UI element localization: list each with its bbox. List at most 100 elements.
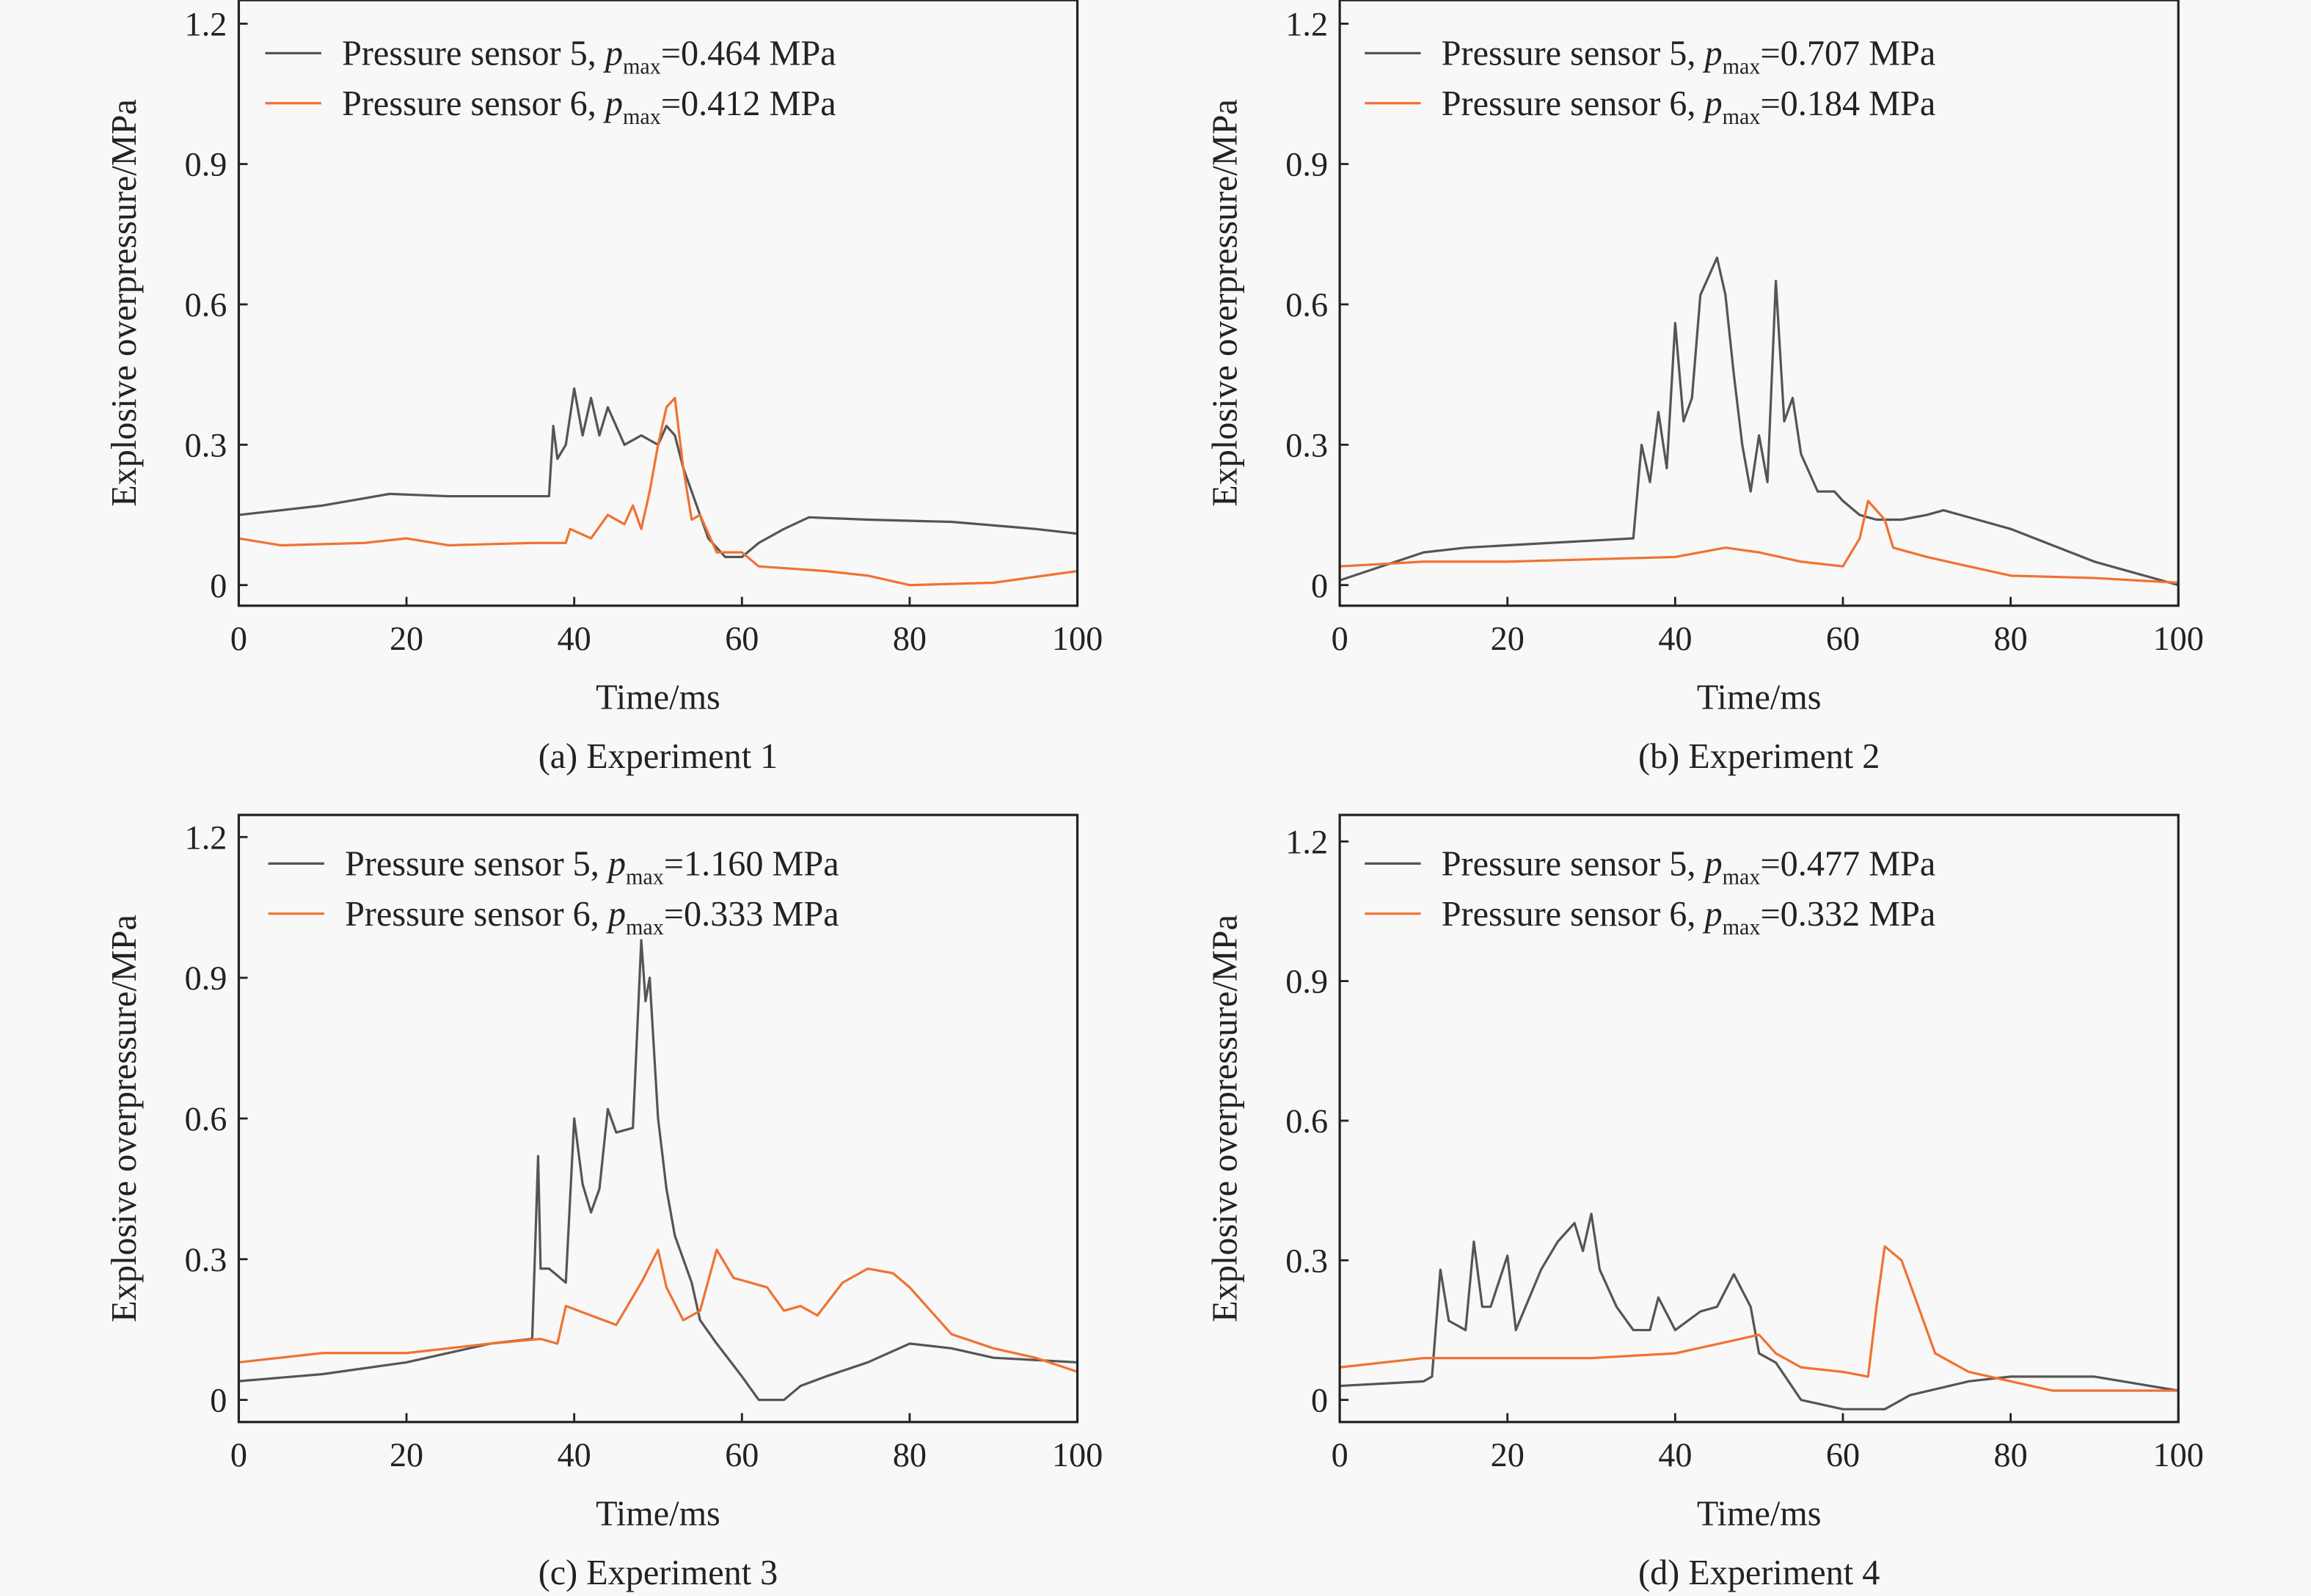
- legend-label-sensor-5: Pressure sensor 5, pmax=0.477 MPa: [1442, 844, 1936, 889]
- x-tick-label: 100: [1052, 620, 1103, 657]
- panel-caption: (d) Experiment 4: [1638, 1553, 1880, 1592]
- x-axis-label: Time/ms: [596, 678, 720, 717]
- series-line-sensor-5: [238, 387, 1078, 558]
- series-line-sensor-6: [238, 1248, 1078, 1373]
- legend-value: =0.333 MPa: [664, 895, 839, 934]
- legend-name: Pressure sensor 5,: [1442, 844, 1705, 883]
- x-tick-label: 0: [230, 1436, 247, 1474]
- y-axis-label: Explosive overpressure/MPa: [1205, 99, 1244, 507]
- chart-panel-2: 0 20 40 60 80 100 0 0.3 0.6 0.9 1.2 Time/ms Explosiv…: [1205, 0, 2204, 776]
- x-tick-label: 60: [725, 620, 759, 657]
- y-tick-label: 1.2: [185, 5, 227, 43]
- legend-label-sensor-6: Pressure sensor 6, pmax=0.184 MPa: [1442, 84, 1936, 129]
- y-tick-label: 0.3: [185, 426, 227, 464]
- x-tick-label: 60: [725, 1436, 759, 1474]
- y-tick-label: 0.9: [1285, 146, 1328, 183]
- y-tick-label: 0.9: [185, 959, 227, 997]
- x-tick-label: 0: [1332, 1436, 1348, 1474]
- legend-label-sensor-6: Pressure sensor 6, pmax=0.332 MPa: [1442, 895, 1936, 940]
- legend-name: Pressure sensor 5,: [1442, 34, 1705, 73]
- panel-caption: (b) Experiment 2: [1638, 737, 1880, 776]
- series-line-sensor-5: [1340, 1212, 2179, 1410]
- y-tick-label: 0.3: [185, 1241, 227, 1278]
- legend-subscript: max: [1723, 54, 1761, 79]
- y-tick-label: 0: [1311, 1382, 1328, 1419]
- x-tick-label: 0: [1332, 620, 1348, 657]
- y-tick-label: 0: [210, 567, 227, 604]
- y-tick-label: 0: [1311, 567, 1328, 604]
- legend-label-sensor-5: Pressure sensor 5, pmax=0.464 MPa: [342, 34, 836, 79]
- legend-value: =1.160 MPa: [664, 844, 839, 883]
- y-tick-label: 1.2: [185, 819, 227, 856]
- legend-value: =0.332 MPa: [1761, 895, 1936, 934]
- x-axis-label: Time/ms: [1697, 1494, 1822, 1533]
- y-tick-label: 0.3: [1285, 1242, 1328, 1279]
- legend-name: Pressure sensor 5,: [345, 844, 608, 883]
- x-tick-label: 40: [1658, 1436, 1692, 1474]
- x-tick-label: 100: [1052, 1436, 1103, 1474]
- legend-value: =0.184 MPa: [1761, 84, 1936, 123]
- x-tick-label: 40: [558, 620, 591, 657]
- y-axis-label: Explosive overpressure/MPa: [1205, 915, 1244, 1322]
- legend-value: =0.464 MPa: [661, 34, 836, 73]
- y-axis-label: Explosive overpressure/MPa: [105, 915, 144, 1322]
- x-tick-label: 100: [2153, 1436, 2204, 1474]
- legend-symbol: p: [606, 844, 626, 883]
- y-tick-label: 0.6: [185, 286, 227, 323]
- series-line-sensor-6: [238, 396, 1078, 587]
- x-tick-label: 80: [1993, 1436, 2027, 1474]
- x-tick-label: 20: [390, 1436, 423, 1474]
- legend-symbol: p: [1703, 84, 1723, 123]
- x-axis-label: Time/ms: [1697, 678, 1822, 717]
- legend-subscript: max: [626, 865, 664, 890]
- x-tick-label: 20: [1491, 1436, 1525, 1474]
- legend-name: Pressure sensor 6,: [1442, 895, 1705, 934]
- legend-subscript: max: [1723, 865, 1761, 890]
- series-line-sensor-6: [1339, 1245, 2179, 1392]
- y-tick-label: 0.9: [185, 146, 227, 183]
- legend-symbol: p: [603, 34, 623, 73]
- legend-name: Pressure sensor 6,: [342, 84, 605, 123]
- legend-symbol: p: [1703, 895, 1723, 934]
- legend-label-sensor-6: Pressure sensor 6, pmax=0.333 MPa: [345, 895, 839, 940]
- legend-name: Pressure sensor 5,: [342, 34, 605, 73]
- series-line-sensor-5: [238, 939, 1078, 1402]
- y-tick-label: 0.3: [1285, 426, 1328, 464]
- y-tick-label: 0.6: [1285, 1102, 1328, 1140]
- x-axis-label: Time/ms: [596, 1494, 720, 1533]
- plot-frame: [1338, 0, 2180, 607]
- legend-symbol: p: [603, 84, 623, 123]
- legend-name: Pressure sensor 6,: [1442, 84, 1705, 123]
- legend-symbol: p: [606, 895, 626, 934]
- plot-frame: [237, 0, 1079, 607]
- legend-value: =0.412 MPa: [661, 84, 836, 123]
- x-tick-label: 20: [390, 620, 423, 657]
- y-tick-label: 0.6: [1285, 286, 1328, 323]
- legend-label-sensor-6: Pressure sensor 6, pmax=0.412 MPa: [342, 84, 836, 129]
- x-tick-label: 60: [1826, 1436, 1860, 1474]
- x-tick-label: 0: [230, 620, 247, 657]
- y-tick-label: 0.9: [1285, 963, 1328, 1000]
- legend-label-sensor-5: Pressure sensor 5, pmax=0.707 MPa: [1442, 34, 1936, 79]
- legend-subscript: max: [626, 915, 664, 940]
- chart-panel-4: 0 20 40 60 80 100 0 0.3 0.6 0.9 1.2 Time/ms Explosiv…: [1205, 813, 2204, 1592]
- y-tick-label: 1.2: [1285, 823, 1328, 860]
- legend-symbol: p: [1703, 844, 1723, 883]
- y-axis-label: Explosive overpressure/MPa: [105, 99, 144, 507]
- y-tick-label: 0.6: [185, 1100, 227, 1138]
- x-tick-label: 80: [1993, 620, 2027, 657]
- y-tick-label: 1.2: [1285, 5, 1328, 43]
- legend-value: =0.477 MPa: [1761, 844, 1936, 883]
- x-tick-label: 40: [1658, 620, 1692, 657]
- panel-caption: (c) Experiment 3: [538, 1553, 778, 1592]
- chart-panel-3: 0 20 40 60 80 100 0 0.3 0.6 0.9 1.2 Time/ms Explosiv…: [105, 813, 1103, 1592]
- x-tick-label: 80: [893, 1436, 927, 1474]
- legend-subscript: max: [623, 104, 661, 129]
- legend-subscript: max: [623, 54, 661, 79]
- panel-caption: (a) Experiment 1: [538, 737, 778, 776]
- legend-name: Pressure sensor 6,: [345, 895, 608, 934]
- series-line-sensor-6: [1340, 499, 2179, 585]
- x-tick-label: 40: [558, 1436, 591, 1474]
- x-tick-label: 80: [893, 620, 927, 657]
